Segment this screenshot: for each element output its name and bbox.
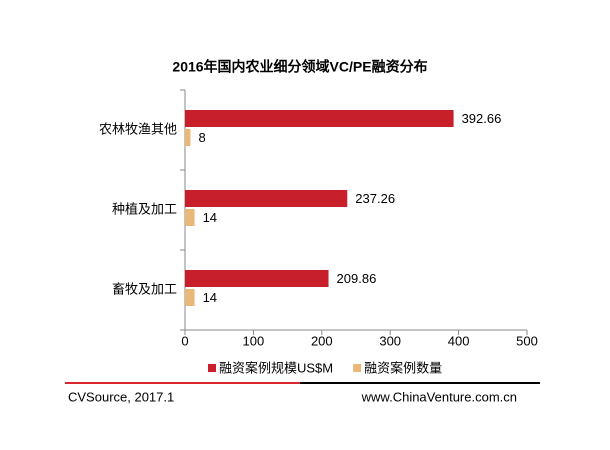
x-tick-label: 0: [181, 333, 188, 348]
bar: [185, 289, 195, 306]
data-label: 209.86: [337, 271, 377, 286]
x-tick-label: 200: [311, 333, 333, 348]
bar: [185, 129, 191, 146]
x-tick-label: 400: [448, 333, 470, 348]
y-tick-label: 种植及加工: [112, 201, 177, 216]
data-label: 14: [203, 210, 217, 225]
legend-label: 融资案例规模US$M: [219, 360, 333, 375]
chart-title: 2016年国内农业细分领域VC/PE融资分布: [172, 59, 427, 75]
legend-swatch: [353, 364, 362, 372]
bar: [185, 270, 329, 287]
data-label: 392.66: [462, 111, 502, 126]
data-label: 14: [203, 290, 217, 305]
footer-source: CVSource, 2017.1: [68, 389, 174, 404]
bar: [185, 209, 195, 226]
bar: [185, 190, 348, 207]
legend-label: 融资案例数量: [364, 360, 442, 375]
data-label: 237.26: [355, 191, 395, 206]
x-tick-label: 300: [379, 333, 401, 348]
data-label: 8: [198, 130, 205, 145]
y-tick-label: 农林牧渔其他: [99, 121, 177, 136]
y-tick-label: 畜牧及加工: [112, 281, 177, 296]
x-tick-label: 100: [243, 333, 265, 348]
legend-swatch: [208, 364, 216, 372]
footer-website: www.ChinaVenture.com.cn: [361, 389, 517, 404]
bar: [185, 110, 454, 127]
x-tick-label: 500: [516, 333, 538, 348]
